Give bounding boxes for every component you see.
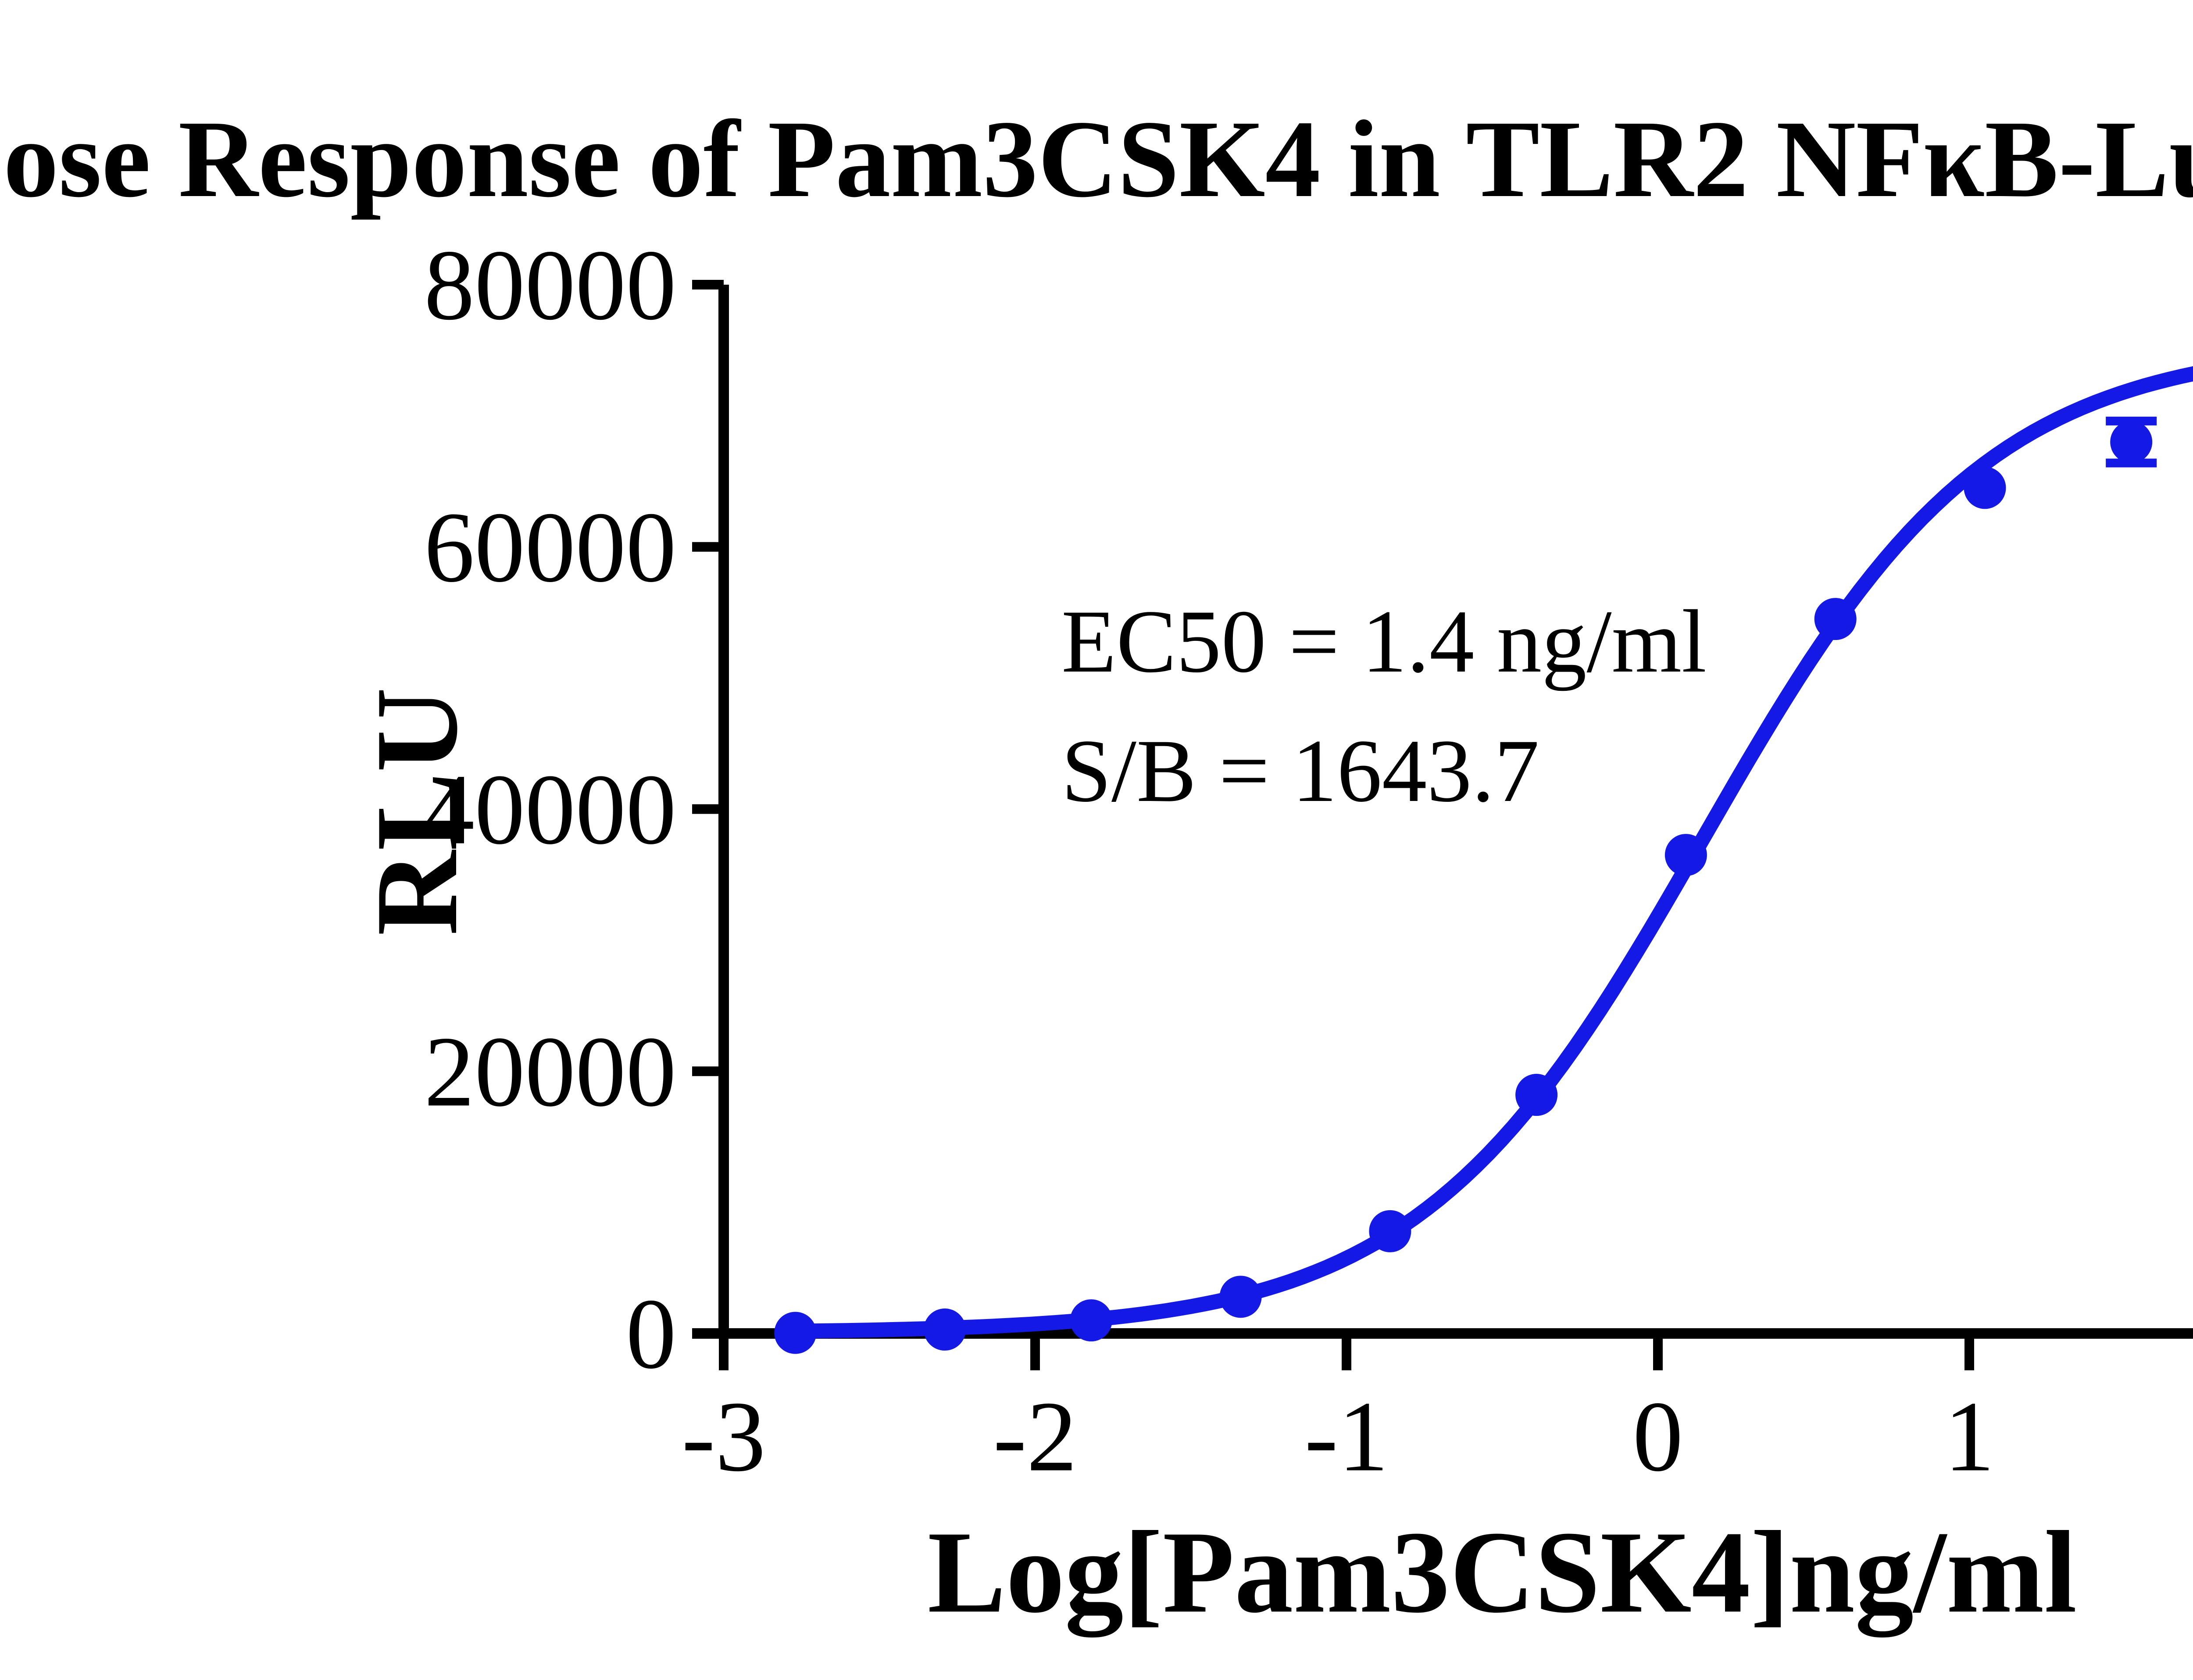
y-tick-label: 60000 [424,491,676,603]
data-point [1664,834,1707,876]
y-tick-label: 20000 [424,1015,676,1127]
x-tick-label: -1 [1304,1380,1389,1492]
x-tick-label: -3 [682,1380,766,1492]
data-point [1070,1299,1112,1342]
data-point [1964,467,2006,509]
data-point [1369,1210,1411,1252]
x-tick-label: -2 [993,1380,1077,1492]
y-tick-label: 0 [626,1278,676,1390]
data-point [774,1312,817,1354]
data-point [1814,598,1857,640]
chart-title: Dose Response of Pam3CSK4 in TLR2 NFκB-L… [0,97,2193,220]
ec50-annotation: EC50 = 1.4 ng/ml [1061,592,1707,691]
x-axis-title: Log[Pam3CSK4]ng/ml [927,1507,2077,1637]
y-tick-label: 40000 [424,754,676,865]
fit-annotation: EC50 = 1.4 ng/ml S/B = 1643.7 [1061,577,1707,836]
x-tick-label: 0 [1633,1380,1683,1492]
x-tick-label: 1 [1944,1380,1995,1492]
data-point [924,1308,966,1351]
data-point [1219,1276,1262,1318]
data-point [1515,1074,1558,1116]
data-point [2110,421,2153,463]
y-tick-label: 80000 [424,229,676,341]
signal-background-annotation: S/B = 1643.7 [1061,721,1539,821]
